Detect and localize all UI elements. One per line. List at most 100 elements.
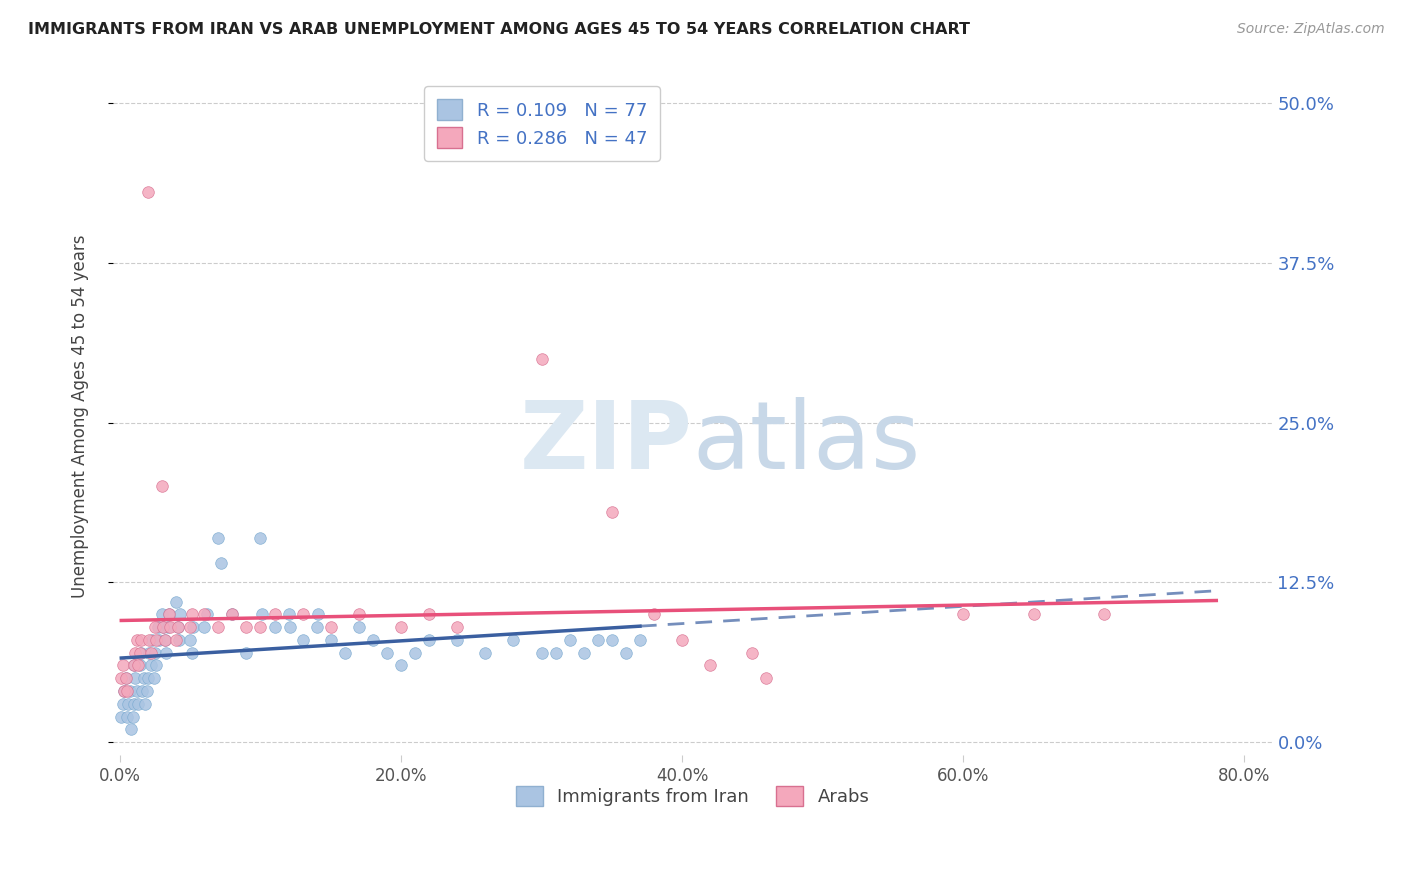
Point — [153, 632, 176, 647]
Point — [155, 646, 177, 660]
Point — [671, 632, 693, 647]
Point — [263, 620, 285, 634]
Text: atlas: atlas — [693, 397, 921, 490]
Point — [118, 684, 141, 698]
Point — [166, 620, 188, 634]
Point — [1092, 607, 1115, 622]
Point — [389, 620, 412, 634]
Point — [333, 646, 356, 660]
Point — [347, 607, 370, 622]
Point — [159, 620, 181, 634]
Point — [530, 351, 553, 366]
Point — [502, 632, 524, 647]
Point — [600, 632, 623, 647]
Point — [291, 632, 314, 647]
Point — [221, 607, 243, 622]
Point — [291, 607, 314, 622]
Point — [153, 632, 176, 647]
Point — [263, 607, 285, 622]
Point — [195, 607, 218, 622]
Point — [544, 646, 567, 660]
Point — [572, 646, 595, 660]
Point — [129, 646, 152, 660]
Point — [166, 620, 188, 634]
Point — [389, 658, 412, 673]
Point — [124, 646, 146, 660]
Point — [209, 556, 232, 570]
Point — [167, 632, 190, 647]
Point — [165, 632, 187, 647]
Point — [347, 620, 370, 634]
Legend: Immigrants from Iran, Arabs: Immigrants from Iran, Arabs — [509, 779, 877, 814]
Point — [193, 607, 215, 622]
Point — [122, 658, 145, 673]
Point — [135, 684, 157, 698]
Point — [375, 646, 398, 660]
Point — [361, 632, 384, 647]
Point — [180, 607, 202, 622]
Point — [125, 632, 148, 647]
Point — [418, 607, 440, 622]
Point — [127, 697, 149, 711]
Point — [474, 646, 496, 660]
Point — [156, 620, 179, 634]
Point — [110, 671, 132, 685]
Point — [120, 723, 142, 737]
Point — [179, 632, 201, 647]
Point — [138, 646, 160, 660]
Point — [169, 607, 191, 622]
Point — [148, 632, 170, 647]
Point — [150, 607, 173, 622]
Point — [305, 620, 328, 634]
Point — [277, 607, 299, 622]
Point — [643, 607, 665, 622]
Point — [157, 607, 180, 622]
Point — [207, 620, 229, 634]
Point — [530, 646, 553, 660]
Point — [152, 620, 174, 634]
Point — [121, 709, 143, 723]
Point — [179, 620, 201, 634]
Point — [558, 632, 581, 647]
Point — [250, 607, 273, 622]
Point — [319, 632, 342, 647]
Point — [207, 531, 229, 545]
Point — [699, 658, 721, 673]
Point — [614, 646, 637, 660]
Point — [136, 671, 159, 685]
Point — [142, 671, 165, 685]
Point — [319, 620, 342, 634]
Point — [404, 646, 426, 660]
Point — [134, 697, 156, 711]
Point — [117, 697, 139, 711]
Point — [446, 620, 468, 634]
Point — [138, 632, 160, 647]
Point — [143, 620, 166, 634]
Point — [127, 658, 149, 673]
Point — [221, 607, 243, 622]
Point — [111, 697, 134, 711]
Point — [128, 646, 150, 660]
Point — [114, 671, 136, 685]
Point — [110, 709, 132, 723]
Text: Source: ZipAtlas.com: Source: ZipAtlas.com — [1237, 22, 1385, 37]
Point — [115, 709, 138, 723]
Point — [235, 646, 257, 660]
Point — [139, 646, 162, 660]
Point — [128, 658, 150, 673]
Point — [157, 607, 180, 622]
Point — [124, 671, 146, 685]
Point — [112, 684, 135, 698]
Point — [122, 658, 145, 673]
Point — [136, 186, 159, 200]
Point — [193, 620, 215, 634]
Point — [741, 646, 763, 660]
Point — [755, 671, 778, 685]
Point — [180, 646, 202, 660]
Point — [143, 646, 166, 660]
Point — [307, 607, 329, 622]
Point — [112, 684, 135, 698]
Point — [114, 671, 136, 685]
Point — [165, 594, 187, 608]
Point — [115, 684, 138, 698]
